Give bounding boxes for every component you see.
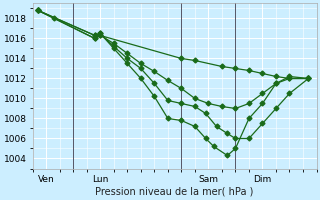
X-axis label: Pression niveau de la mer( hPa ): Pression niveau de la mer( hPa ) [95,187,254,197]
